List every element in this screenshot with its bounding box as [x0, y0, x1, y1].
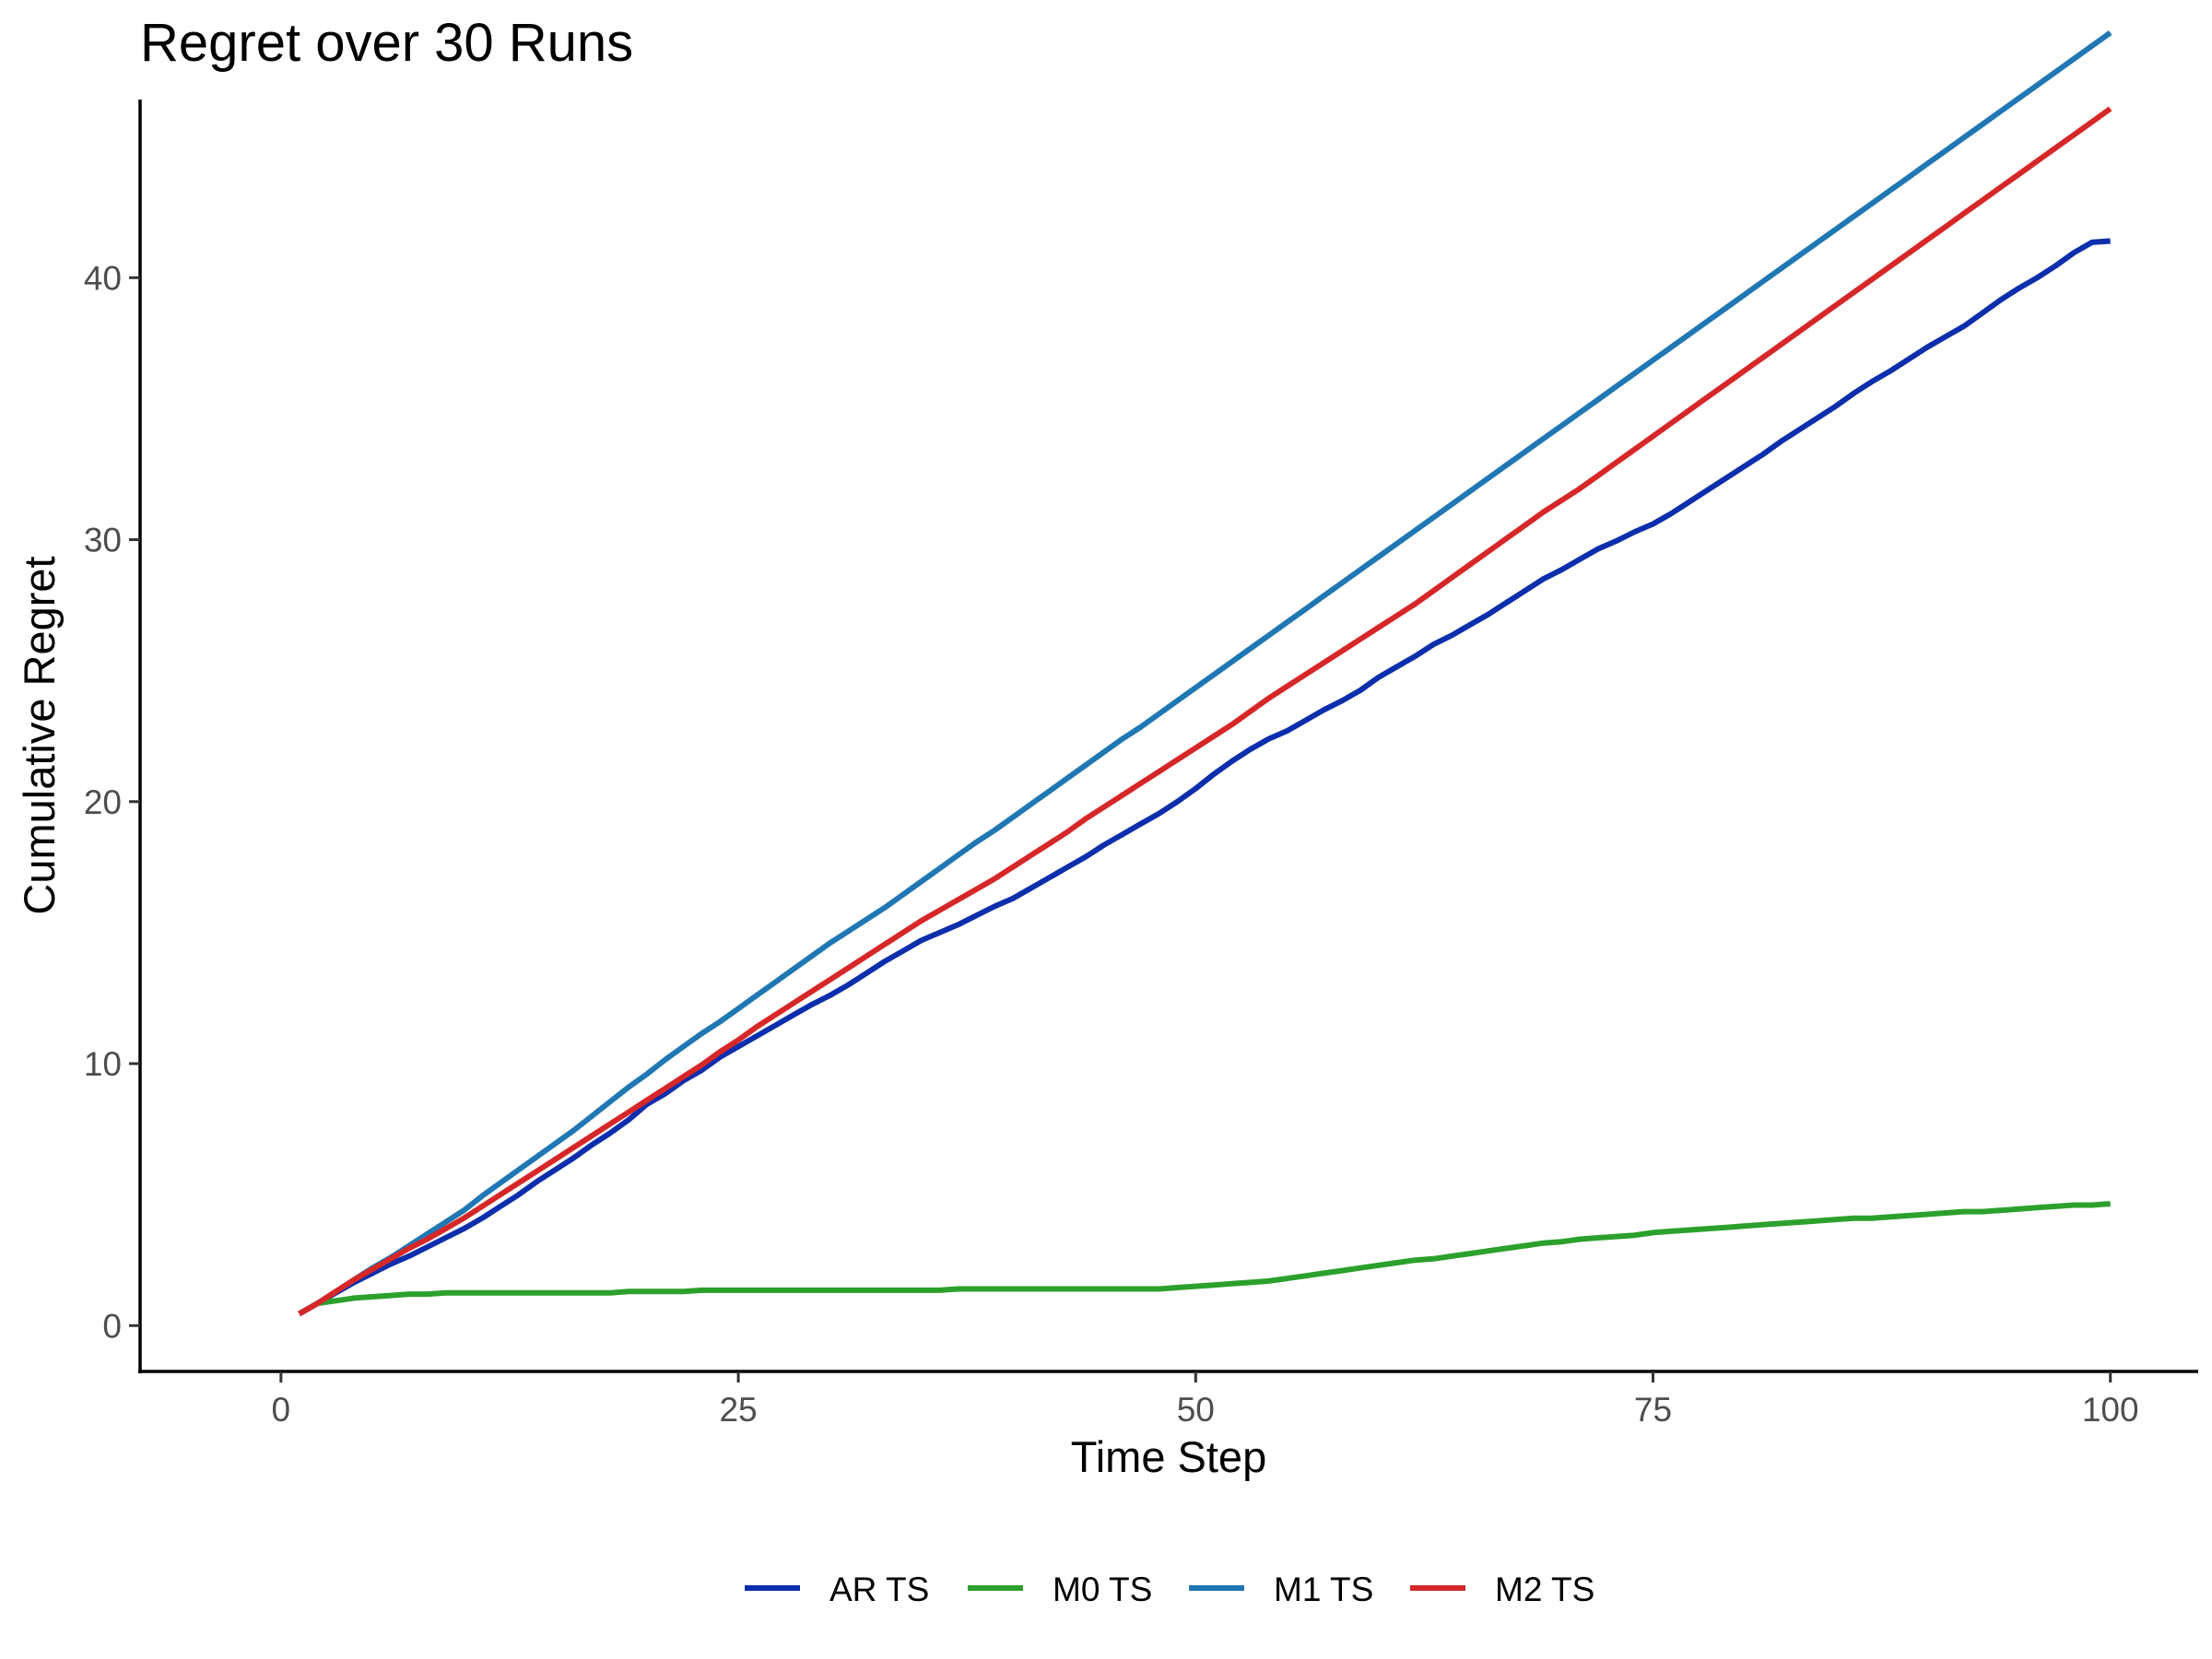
chart-title: Regret over 30 Runs — [140, 13, 633, 73]
x-tick-label: 100 — [2082, 1391, 2139, 1429]
y-tick-label: 40 — [84, 259, 122, 297]
y-tick-label: 20 — [84, 783, 122, 821]
series-line-m1-ts — [298, 30, 2112, 1317]
y-axis-ticks: 0 10 20 30 40 — [84, 259, 140, 1345]
x-axis-title: Time Step — [1071, 1432, 1266, 1481]
y-axis-title: Cumulative Regret — [15, 556, 64, 914]
series-line-m2-ts — [298, 106, 2112, 1317]
legend-label: AR TS — [830, 1571, 929, 1608]
plot-area — [298, 30, 2112, 1317]
y-tick-label: 30 — [84, 522, 122, 559]
legend-label: M1 TS — [1274, 1571, 1373, 1608]
legend: AR TS M0 TS M1 TS M2 TS — [745, 1571, 1594, 1608]
x-axis-ticks: 0 25 50 75 100 — [272, 1371, 2139, 1429]
x-tick-label: 75 — [1634, 1391, 1672, 1429]
series-line-ar-ts — [298, 238, 2111, 1317]
x-tick-label: 50 — [1177, 1391, 1215, 1429]
x-tick-label: 0 — [272, 1391, 291, 1429]
y-tick-label: 10 — [84, 1045, 122, 1083]
y-tick-label: 0 — [102, 1307, 122, 1345]
legend-label: M2 TS — [1495, 1571, 1594, 1608]
legend-label: M0 TS — [1053, 1571, 1152, 1608]
x-tick-label: 25 — [719, 1391, 757, 1429]
series-line-m0-ts — [298, 1201, 2111, 1317]
